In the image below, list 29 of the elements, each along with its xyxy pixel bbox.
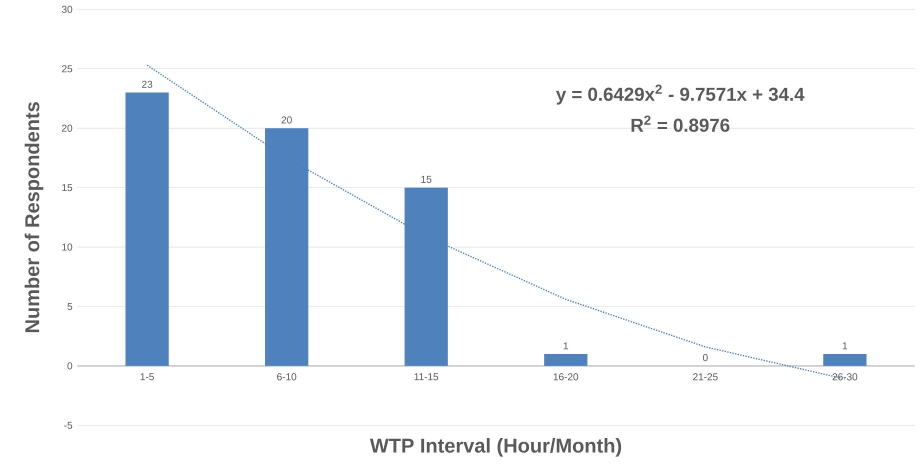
data-label: 20 <box>282 116 292 124</box>
data-label: 0 <box>702 354 708 362</box>
data-label: 23 <box>142 80 152 88</box>
y-tick-label: -5 <box>64 422 72 429</box>
data-label: 1 <box>564 342 568 350</box>
annotation: y = 0.6429x$^{2}$ - 9.7571x + 34.4 <box>556 84 804 105</box>
y-tick-label: 30 <box>62 6 72 13</box>
data-label: 15 <box>421 176 432 183</box>
y-tick-label: 5 <box>67 302 72 310</box>
y-tick-label: 0 <box>67 362 72 370</box>
x-tick-label: 6-10 <box>277 373 296 380</box>
bar <box>125 92 169 366</box>
x-tick-label: 21-25 <box>693 373 718 380</box>
bar <box>404 188 448 366</box>
y-tick-label: 20 <box>62 124 72 132</box>
y-axis-title: Number of Respondents <box>24 102 44 332</box>
bar <box>823 354 867 366</box>
annotation: R$^{2}$ = 0.8976 <box>632 116 730 132</box>
x-tick-label: 16-20 <box>554 373 578 380</box>
bar <box>265 128 308 366</box>
x-axis-title: WTP Interval (Hour/Month) <box>370 438 622 457</box>
y-tick-label: 25 <box>62 65 72 72</box>
x-tick-label: 26-30 <box>832 373 858 380</box>
x-tick-label: 11-15 <box>414 373 438 380</box>
bar <box>544 354 588 366</box>
data-label: 1 <box>842 342 848 350</box>
y-tick-label: 15 <box>62 184 72 192</box>
x-tick-label: 1-5 <box>140 373 154 380</box>
y-tick-label: 10 <box>62 244 72 251</box>
